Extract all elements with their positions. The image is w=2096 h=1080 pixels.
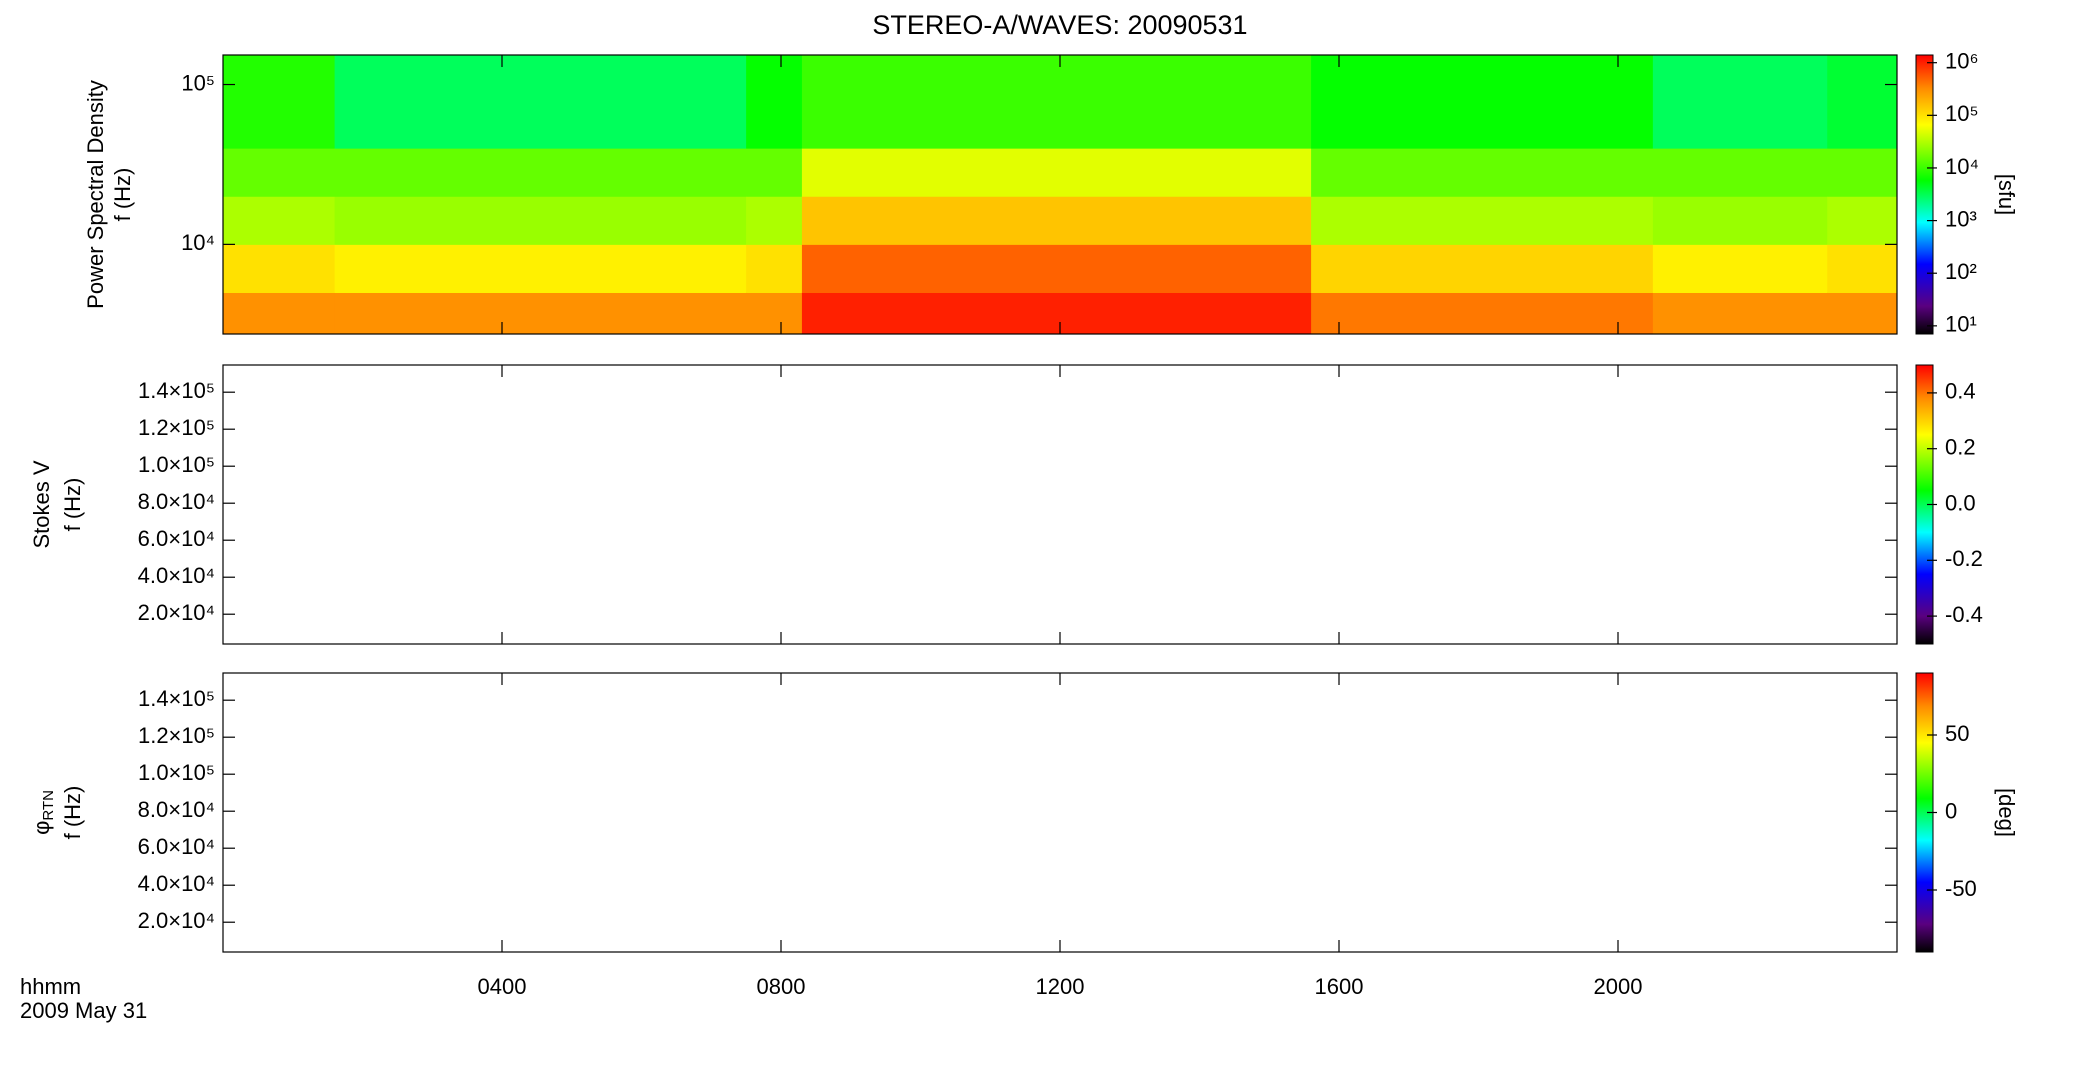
heatmap-cell <box>801 148 1312 197</box>
colorbar-tick-label: 10⁴ <box>1945 154 1979 179</box>
y-tick-label: 2.0×10⁴ <box>138 908 215 933</box>
colorbar-tick-label: 0.4 <box>1945 379 1976 404</box>
heatmap-cell <box>1311 148 1654 197</box>
heatmap-cell <box>801 55 1312 149</box>
plot-frame <box>222 672 1898 953</box>
colorbar-tick-label: -50 <box>1945 876 1977 901</box>
x-tick-label: 1200 <box>1036 974 1085 999</box>
heatmap-cell <box>334 196 747 245</box>
heatmap-cell <box>1311 292 1654 335</box>
y-axis-unit: f (Hz) <box>60 478 85 532</box>
colorbar-tick-label: -0.2 <box>1945 546 1983 571</box>
heatmap-cell <box>334 55 747 149</box>
y-axis-label: φRTN <box>29 790 57 835</box>
y-tick-label: 10⁵ <box>181 70 215 95</box>
y-tick-label: 10⁴ <box>181 230 215 255</box>
heatmap-cell <box>746 292 803 335</box>
y-tick-label: 4.0×10⁴ <box>138 563 215 588</box>
y-tick-label: 8.0×10⁴ <box>138 489 215 514</box>
y-axis-label-text: Power Spectral Density <box>83 80 108 309</box>
colorbar-tick-label: 10² <box>1945 259 1977 284</box>
y-tick-label: 1.4×10⁵ <box>138 686 215 711</box>
colorbar-tick-label: -0.4 <box>1945 602 1983 627</box>
colorbar-label: [sfu] <box>1994 174 2019 216</box>
colorbar-tick-label: 10⁵ <box>1945 101 1979 126</box>
y-tick-label: 1.4×10⁵ <box>138 378 215 403</box>
y-axis-label: Power Spectral Density <box>83 80 108 309</box>
heatmap-cell <box>746 148 803 197</box>
heatmap-cell <box>223 196 336 245</box>
heatmap-cell <box>334 148 747 197</box>
y-axis-label: Stokes V <box>29 460 54 548</box>
heatmap-cell <box>1652 292 1828 335</box>
heatmap-cell <box>1311 55 1654 149</box>
x-tick-label: 1600 <box>1315 974 1364 999</box>
date-label: 2009 May 31 <box>20 998 147 1023</box>
colorbar-tick-label: 10⁶ <box>1945 49 1979 74</box>
y-tick-label: 4.0×10⁴ <box>138 871 215 896</box>
heatmap-cell <box>1311 244 1654 293</box>
heatmap-cell <box>1652 244 1828 293</box>
colorbar-tick-label: 50 <box>1945 721 1969 746</box>
heatmap-cell <box>1827 244 1898 293</box>
heatmap-cell <box>334 292 747 335</box>
heatmap-cell <box>223 55 336 149</box>
heatmap-cell <box>746 55 803 149</box>
heatmap-cell <box>801 244 1312 293</box>
colorbar-tick-label: 0.2 <box>1945 435 1976 460</box>
x-tick-label: 0400 <box>478 974 527 999</box>
heatmap-cell <box>1827 292 1898 335</box>
heatmap-cell <box>1827 196 1898 245</box>
heatmap-cell <box>334 244 747 293</box>
heatmap-cell <box>1827 148 1898 197</box>
y-tick-label: 8.0×10⁴ <box>138 797 215 822</box>
heatmap-cell <box>1827 55 1898 149</box>
plot-frame <box>222 364 1898 645</box>
y-axis-unit: f (Hz) <box>110 168 135 222</box>
heatmap-cell <box>801 292 1312 335</box>
colorbar-tick-label: 0.0 <box>1945 490 1976 515</box>
colorbar-tick-label: 10³ <box>1945 206 1977 231</box>
heatmap-cell <box>801 196 1312 245</box>
y-tick-label: 6.0×10⁴ <box>138 526 215 551</box>
chart-title: STEREO-A/WAVES: 20090531 <box>872 10 1247 40</box>
x-tick-label: 0800 <box>757 974 806 999</box>
heatmap-cell <box>1311 196 1654 245</box>
heatmap-cell <box>223 292 336 335</box>
colorbar-tick-label: 10¹ <box>1945 312 1977 337</box>
y-tick-label: 6.0×10⁴ <box>138 834 215 859</box>
x-tick-label: 2000 <box>1594 974 1643 999</box>
y-axis-label-text: φ <box>29 821 54 835</box>
y-tick-label: 1.0×10⁵ <box>138 760 215 785</box>
y-tick-label: 1.2×10⁵ <box>138 723 215 748</box>
x-axis-label: hhmm <box>20 974 81 999</box>
y-axis-unit: f (Hz) <box>60 786 85 840</box>
heatmap-cell <box>1652 196 1828 245</box>
colorbar <box>1915 54 1934 335</box>
y-tick-label: 1.0×10⁵ <box>138 452 215 477</box>
y-tick-label: 2.0×10⁴ <box>138 600 215 625</box>
colorbar-tick-label: 0 <box>1945 798 1957 823</box>
y-axis-label-sub: RTN <box>40 790 57 821</box>
heatmap-cell <box>223 244 336 293</box>
heatmap-cell <box>746 196 803 245</box>
heatmap-cell <box>746 244 803 293</box>
heatmap-cell <box>1652 148 1828 197</box>
y-axis-label-text: Stokes V <box>29 460 54 548</box>
heatmap-cell <box>223 148 336 197</box>
colorbar-label: [deg] <box>1994 788 2019 837</box>
heatmap-cell <box>1652 55 1828 149</box>
y-tick-label: 1.2×10⁵ <box>138 415 215 440</box>
